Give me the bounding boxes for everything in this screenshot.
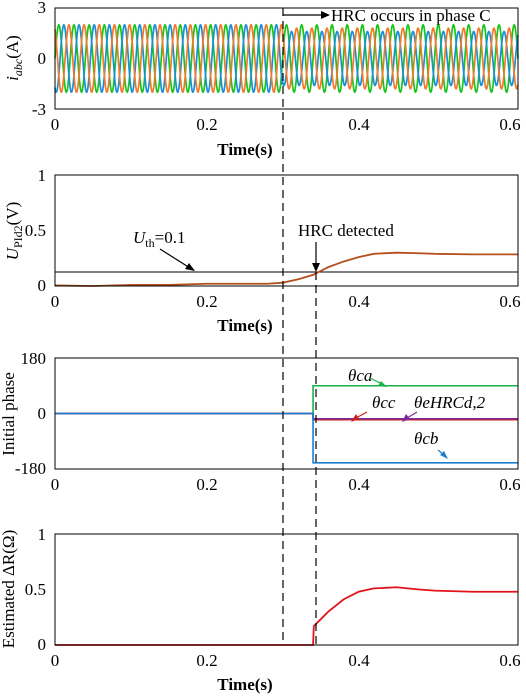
y-axis-label: Initial phase	[0, 372, 18, 456]
phase-traces	[55, 384, 518, 464]
theta-cb-arrowhead	[440, 451, 448, 459]
annotation-text: HRC occurs in phase C	[331, 6, 491, 25]
theta-cc-arrowhead	[351, 414, 359, 422]
x-tick: 0.6	[499, 651, 520, 670]
x-axis-title: Time(s)	[217, 140, 272, 159]
theta-ehrc-label-group: θeHRCd,2	[402, 393, 486, 422]
theta-ehrc-arrowhead	[402, 414, 410, 422]
plot-frame	[54, 7, 519, 110]
y-tick: 0.5	[25, 580, 46, 599]
x-axis-title: Time(s)	[217, 316, 272, 335]
x-axis-title: Time(s)	[217, 675, 272, 694]
panel-phase: 180 0 -180 Initial phase θca θcc θeHRCd,…	[0, 349, 519, 478]
threshold-arrowhead	[185, 263, 195, 271]
resistance-trace	[55, 586, 518, 646]
y-axis-label: iabc(A)	[3, 35, 25, 81]
y-tick: 0.5	[25, 221, 46, 240]
x-tick: 0.4	[348, 651, 370, 670]
hrc-annotation: HRC occurs in phase C	[283, 6, 491, 25]
y-tick: 3	[38, 0, 47, 17]
y-tick: 0	[38, 49, 47, 68]
y-tick: 180	[21, 349, 47, 368]
theta-cc-label-group: θcc	[351, 393, 396, 422]
theta-ca-arrowhead	[378, 381, 387, 387]
detect-label: HRC detected	[298, 221, 394, 240]
current-waves	[54, 23, 519, 94]
x-tick: 0.2	[196, 292, 217, 311]
x-tick: 0.4	[348, 292, 370, 311]
theta-cb-label-group: θcb	[414, 429, 448, 459]
y-tick: 0	[38, 276, 47, 295]
x-axes: 0 0.2 0.4 0.6 Time(s) 0 0.2 0.4 0.6 Time…	[51, 115, 521, 694]
threshold-label: Uth=0.1	[133, 228, 185, 250]
x-tick: 0	[51, 651, 60, 670]
plot-frame	[54, 533, 519, 646]
theta-ehrc-arrow	[406, 411, 418, 419]
plot-frame	[54, 174, 519, 287]
threshold-annotation: Uth=0.1	[133, 228, 195, 271]
x-tick: 0.4	[348, 475, 370, 494]
x-tick: 0.2	[196, 115, 217, 134]
x-tick: 0	[51, 292, 60, 311]
current-series-c	[54, 23, 519, 94]
plot-frame	[54, 357, 519, 470]
theta-ca-label: θca	[348, 366, 372, 385]
y-axis-label: Estimated ΔR(Ω)	[0, 530, 18, 648]
x-tick: 0	[51, 115, 60, 134]
x-tick: 0.4	[348, 115, 370, 134]
y-axis-label: UPId2(V)	[3, 202, 25, 261]
u-pid2-series	[54, 251, 518, 287]
x-tick: 0.6	[499, 475, 520, 494]
y-tick: 1	[38, 166, 47, 185]
theta-cc-arrow	[355, 411, 368, 419]
panel-currents: 3 0 -3 iabc(A) HRC occurs in phase C	[3, 0, 519, 119]
y-tick: -3	[32, 100, 46, 119]
phase-series-3	[55, 412, 518, 464]
x-tick: 0.2	[196, 475, 217, 494]
x-tick: 0.6	[499, 115, 520, 134]
voltage-trace	[54, 251, 518, 287]
x-tick: 0.6	[499, 292, 520, 311]
theta-ehrc-label: θeHRCd,2	[414, 393, 486, 412]
threshold-arrow-line	[159, 248, 191, 269]
delta-r-series	[55, 586, 518, 646]
y-tick: -180	[15, 459, 46, 478]
annotation-arrowhead	[321, 11, 330, 19]
theta-cb-label: θcb	[414, 429, 438, 448]
y-tick: 0	[38, 635, 47, 654]
theta-ca-label-group: θca	[348, 366, 387, 387]
panel-voltage: 1 0.5 0 UPId2(V) Uth=0.1 HRC detected	[3, 166, 519, 295]
detect-annotation: HRC detected	[298, 221, 394, 272]
y-tick: 0	[38, 404, 47, 423]
x-tick: 0	[51, 475, 60, 494]
x-tick: 0.2	[196, 651, 217, 670]
panel-resistance: 1 0.5 0 Estimated ΔR(Ω)	[0, 525, 519, 654]
theta-cc-label: θcc	[372, 393, 396, 412]
y-tick: 1	[38, 525, 47, 544]
detect-arrowhead	[312, 263, 320, 272]
